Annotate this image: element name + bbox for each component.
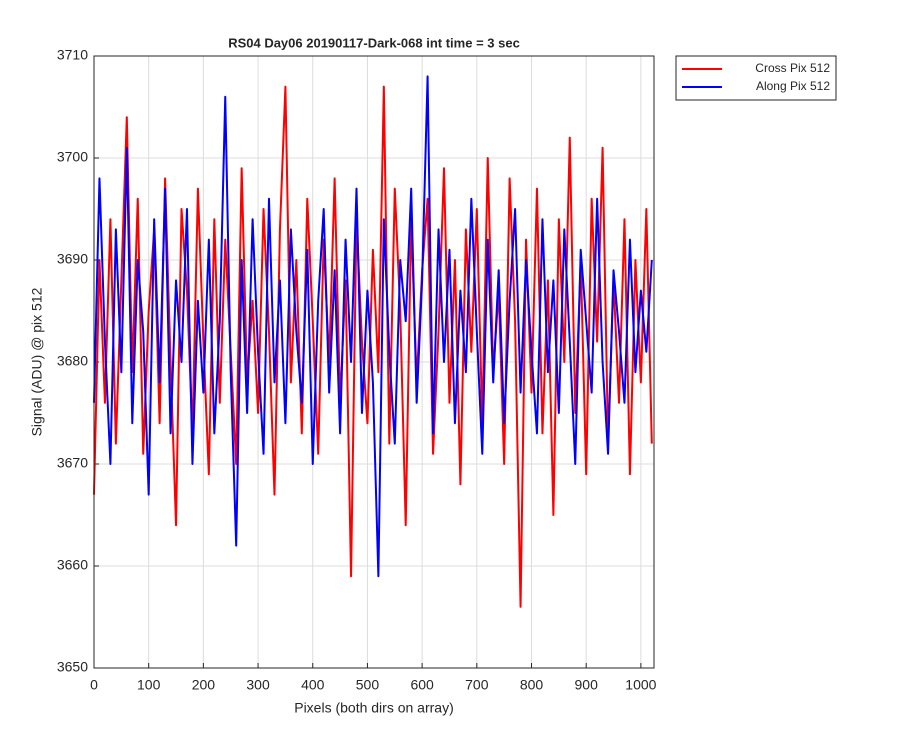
x-tick-label: 100 bbox=[137, 677, 161, 693]
x-tick-label: 0 bbox=[90, 677, 98, 693]
y-tick-label: 3670 bbox=[57, 455, 88, 471]
legend-label: Along Pix 512 bbox=[756, 79, 830, 93]
y-tick-label: 3650 bbox=[57, 659, 88, 675]
data-line bbox=[93, 85, 653, 608]
x-tick-label: 1000 bbox=[625, 677, 656, 693]
y-axis-label: Signal (ADU) @ pix 512 bbox=[29, 287, 45, 436]
data-line bbox=[93, 75, 653, 578]
axes-box bbox=[93, 55, 655, 669]
x-tick-label: 800 bbox=[520, 677, 544, 693]
x-tick-label: 700 bbox=[465, 677, 489, 693]
x-tick-label: 600 bbox=[410, 677, 434, 693]
x-tick-label: 500 bbox=[356, 677, 380, 693]
x-axis-label: Pixels (both dirs on array) bbox=[294, 700, 454, 716]
y-tick-label: 3700 bbox=[57, 149, 88, 165]
x-tick-label: 900 bbox=[575, 677, 599, 693]
x-tick-label: 300 bbox=[246, 677, 270, 693]
chart-title: RS04 Day06 20190117-Dark-068 int time = … bbox=[228, 35, 520, 50]
y-tick-label: 3710 bbox=[57, 47, 88, 63]
y-tick-label: 3660 bbox=[57, 557, 88, 573]
legend-label: Cross Pix 512 bbox=[755, 61, 830, 75]
x-tick-label: 400 bbox=[301, 677, 325, 693]
y-tick-label: 3680 bbox=[57, 353, 88, 369]
y-tick-label: 3690 bbox=[57, 251, 88, 267]
legend-box bbox=[675, 55, 837, 101]
x-tick-label: 200 bbox=[192, 677, 216, 693]
